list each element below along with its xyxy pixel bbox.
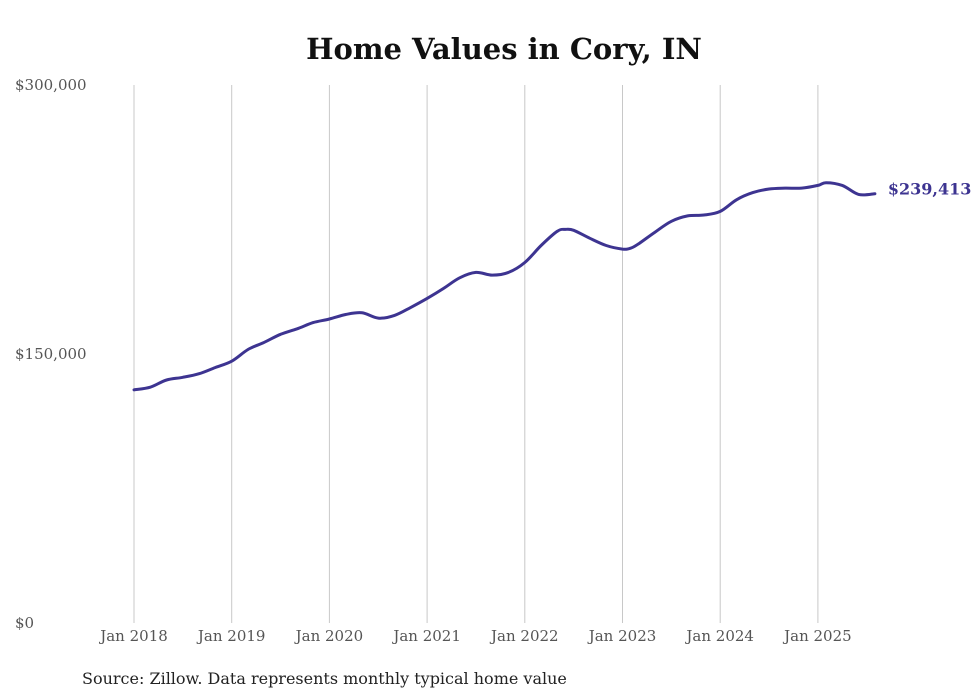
y-tick-label: $300,000 bbox=[15, 76, 87, 94]
x-tick-label: Jan 2025 bbox=[782, 627, 852, 645]
chart-title: Home Values in Cory, IN bbox=[306, 32, 702, 66]
y-tick-label: $0 bbox=[15, 614, 34, 632]
series-line-0 bbox=[132, 181, 877, 392]
x-tick-label: Jan 2024 bbox=[684, 627, 754, 645]
x-tick-label: Jan 2023 bbox=[587, 627, 657, 645]
gridlines bbox=[133, 85, 819, 623]
x-axis-tick-labels: Jan 2018 Jan 2019 Jan 2020 Jan 2021 Jan 2022… bbox=[98, 627, 851, 645]
y-tick-label: $150,000 bbox=[15, 345, 87, 363]
x-tick-label: Jan 2021 bbox=[391, 627, 461, 645]
end-value-label-group: $239,413 bbox=[888, 180, 972, 199]
y-axis-tick-labels: $0 $150,000 $300,000 bbox=[15, 76, 87, 632]
x-tick-label: Jan 2022 bbox=[489, 627, 559, 645]
chart-source-note: Source: Zillow. Data represents monthly … bbox=[82, 669, 567, 688]
x-tick-label: Jan 2020 bbox=[294, 627, 364, 645]
x-tick-label: Jan 2019 bbox=[196, 627, 266, 645]
x-tick-label: Jan 2018 bbox=[98, 627, 168, 645]
end-value-label: $239,413 bbox=[888, 180, 972, 199]
series-lines bbox=[132, 181, 877, 392]
